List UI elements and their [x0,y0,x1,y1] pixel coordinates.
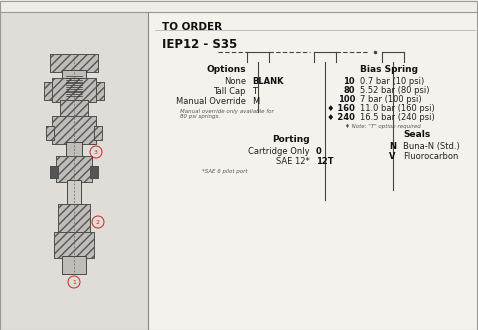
Bar [94,126,102,140]
Text: 5.52 bar (80 psi): 5.52 bar (80 psi) [360,86,430,95]
Text: 1: 1 [72,280,76,284]
Text: 80 psi springs.: 80 psi springs. [180,114,220,119]
Text: 16.5 bar (240 psi): 16.5 bar (240 psi) [360,113,435,122]
Text: 2: 2 [96,219,100,224]
Bar [44,82,52,100]
Bar [50,54,98,72]
Bar [67,180,81,206]
Bar [66,142,82,158]
Text: SAE 12*: SAE 12* [276,157,310,166]
Text: 3: 3 [94,149,98,154]
Bar [58,204,90,234]
Text: Fluorocarbon: Fluorocarbon [403,152,458,161]
Bar [52,116,96,144]
Text: T: T [252,87,257,96]
Text: Bias Spring: Bias Spring [360,65,418,74]
Bar [96,82,104,100]
Text: 0.7 bar (10 psi): 0.7 bar (10 psi) [360,77,424,86]
Bar [50,54,98,72]
Bar [50,166,58,178]
Text: Options: Options [206,65,246,74]
Bar [62,256,86,274]
Text: 80: 80 [344,86,355,95]
Bar [54,232,94,258]
Text: 11.0 bar (160 psi): 11.0 bar (160 psi) [360,104,435,113]
Bar [60,100,88,118]
Bar [56,156,92,182]
Text: N: N [389,142,396,151]
Bar [46,126,54,140]
Bar [94,126,102,140]
Text: 100: 100 [337,95,355,104]
Bar [60,100,88,118]
Text: Manual override only available for: Manual override only available for [180,109,274,114]
Text: 7 bar (100 psi): 7 bar (100 psi) [360,95,422,104]
Bar [52,78,96,102]
Bar [50,166,58,178]
Bar [96,82,104,100]
Text: 10: 10 [343,77,355,86]
Bar [148,12,478,330]
Text: None: None [224,77,246,86]
Bar [58,204,90,234]
Text: TO ORDER: TO ORDER [162,22,222,32]
Bar [52,116,96,144]
Text: Manual Override: Manual Override [176,97,246,106]
Bar [52,78,96,102]
Text: IEP12 - S35: IEP12 - S35 [162,38,237,51]
Text: BLANK: BLANK [252,77,283,86]
Text: M: M [252,97,259,106]
Bar [0,12,148,330]
Bar [54,232,94,258]
Text: ♦ 160: ♦ 160 [327,104,355,113]
Text: Porting: Porting [272,135,310,144]
Text: 12T: 12T [316,157,334,166]
Bar [90,166,98,178]
Text: ♦ 240: ♦ 240 [327,113,355,122]
Text: ♦ Note: "T" option required: ♦ Note: "T" option required [345,124,421,129]
Text: *SAE 6 pilot port: *SAE 6 pilot port [202,169,248,174]
Text: 0: 0 [316,147,322,156]
Bar [56,156,92,182]
Text: V: V [389,152,395,161]
Text: Tall Cap: Tall Cap [214,87,246,96]
Bar [62,70,86,80]
Bar [46,126,54,140]
Text: Seals: Seals [403,130,430,139]
Bar [90,166,98,178]
Text: Cartridge Only: Cartridge Only [249,147,310,156]
Bar [44,82,52,100]
Text: Buna-N (Std.): Buna-N (Std.) [403,142,460,151]
